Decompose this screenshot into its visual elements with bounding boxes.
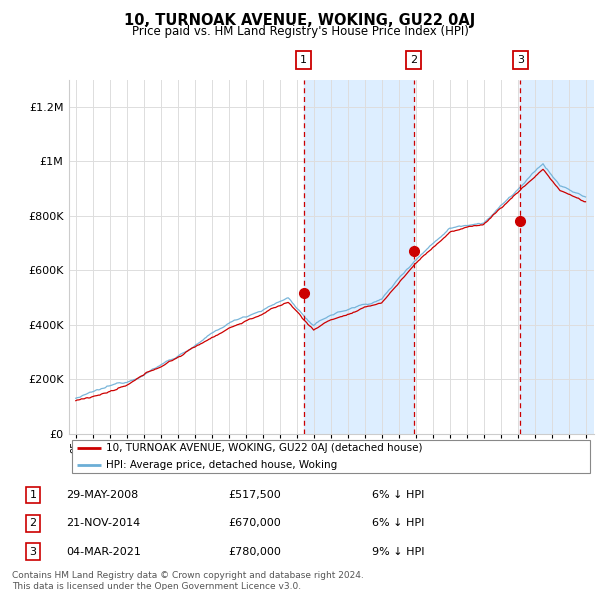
Text: 3: 3 <box>29 547 37 556</box>
Bar <box>304 80 414 434</box>
Text: 6% ↓ HPI: 6% ↓ HPI <box>372 490 424 500</box>
Text: HPI: Average price, detached house, Woking: HPI: Average price, detached house, Woki… <box>106 460 337 470</box>
Text: 1: 1 <box>29 490 37 500</box>
Bar <box>520 80 594 434</box>
Text: 04-MAR-2021: 04-MAR-2021 <box>66 547 141 556</box>
Text: £517,500: £517,500 <box>228 490 281 500</box>
FancyBboxPatch shape <box>71 440 590 474</box>
Text: Contains HM Land Registry data © Crown copyright and database right 2024.
This d: Contains HM Land Registry data © Crown c… <box>12 572 364 590</box>
Text: Price paid vs. HM Land Registry's House Price Index (HPI): Price paid vs. HM Land Registry's House … <box>131 25 469 38</box>
Text: 2: 2 <box>410 55 417 65</box>
Text: 2: 2 <box>29 519 37 528</box>
Text: 21-NOV-2014: 21-NOV-2014 <box>66 519 140 528</box>
Text: 9% ↓ HPI: 9% ↓ HPI <box>372 547 425 556</box>
Text: 6% ↓ HPI: 6% ↓ HPI <box>372 519 424 528</box>
Text: 3: 3 <box>517 55 524 65</box>
Text: 29-MAY-2008: 29-MAY-2008 <box>66 490 138 500</box>
Text: £670,000: £670,000 <box>228 519 281 528</box>
Text: 10, TURNOAK AVENUE, WOKING, GU22 0AJ (detached house): 10, TURNOAK AVENUE, WOKING, GU22 0AJ (de… <box>106 443 422 453</box>
Text: £780,000: £780,000 <box>228 547 281 556</box>
Text: 1: 1 <box>300 55 307 65</box>
Text: 10, TURNOAK AVENUE, WOKING, GU22 0AJ: 10, TURNOAK AVENUE, WOKING, GU22 0AJ <box>124 13 476 28</box>
